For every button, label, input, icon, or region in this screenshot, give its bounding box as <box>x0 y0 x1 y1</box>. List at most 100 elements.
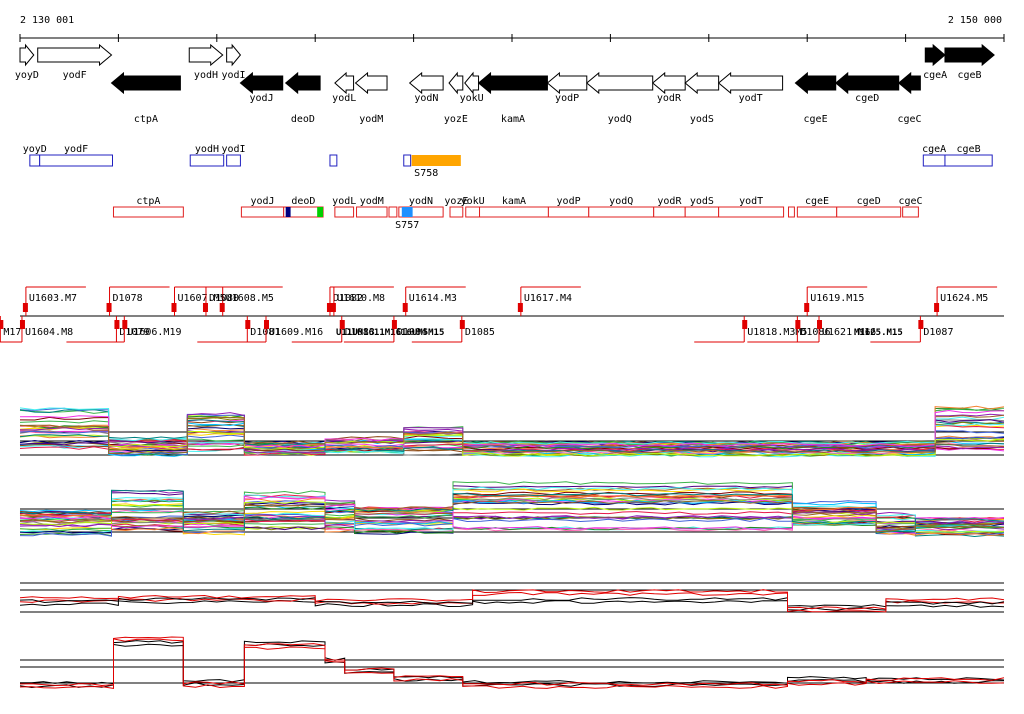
annotation-lower-deoD[interactable] <box>283 206 324 218</box>
segment-marker[interactable] <box>795 320 801 329</box>
gene-yodF-arrow[interactable] <box>37 43 113 67</box>
annotation-lower-yodJ[interactable] <box>240 206 285 218</box>
gene-yodS-arrow[interactable] <box>684 71 720 95</box>
segment-marker[interactable] <box>918 320 924 329</box>
gene-kamA-arrow[interactable] <box>477 71 548 95</box>
segment-marker[interactable] <box>817 320 823 329</box>
segment-marker[interactable] <box>106 303 112 312</box>
annotation-lower-cgeD[interactable] <box>836 206 902 218</box>
gene-yodT-arrow[interactable] <box>717 71 784 95</box>
gene-yodN-arrow[interactable] <box>408 71 444 95</box>
segment-label-D1082[interactable]: D1082 <box>333 293 363 304</box>
gene-cgeB-arrow[interactable] <box>944 43 995 67</box>
gene-cgeA-arrow[interactable] <box>924 43 946 67</box>
segment-label-U1610.M8[interactable]: U1610.M8 <box>337 293 385 304</box>
gene-yokU-arrow[interactable] <box>464 71 480 95</box>
annotation-lower-yodQ[interactable] <box>588 206 655 218</box>
segment-label-D1079[interactable]: D1079 <box>119 327 149 338</box>
gene-yodH-arrow[interactable] <box>188 43 224 67</box>
gene-yodR-arrow[interactable] <box>651 71 686 95</box>
annotation-lower-yodS[interactable] <box>684 206 720 218</box>
annotation-lower-yozE[interactable] <box>449 206 464 218</box>
segment-marker[interactable] <box>171 303 177 312</box>
annotation-upper-unnamed[interactable] <box>403 154 412 167</box>
gene-yodI-arrow[interactable] <box>226 43 242 67</box>
segment-label-U1603.M7[interactable]: U1603.M7 <box>29 293 77 304</box>
gene-yodL-arrow[interactable] <box>334 71 355 95</box>
annotation-lower-unnamed[interactable] <box>388 206 398 218</box>
segment-label-U1608.M5[interactable]: U1608.M5 <box>226 293 274 304</box>
gene-yodP-arrow[interactable] <box>546 71 588 95</box>
segment-marker[interactable] <box>0 320 4 329</box>
segment-marker[interactable] <box>114 320 120 329</box>
segment-marker[interactable] <box>219 303 225 312</box>
annotation-lower-unnamed[interactable] <box>788 206 795 218</box>
gene-cgeD-arrow[interactable] <box>834 71 900 95</box>
annotation-upper-cgeA[interactable] <box>922 154 946 167</box>
gene-yodJ-arrow[interactable] <box>239 71 284 95</box>
segment-label-U1606.M19[interactable]: U1606.M19 <box>127 327 181 338</box>
annotation-lower-ctpA[interactable] <box>112 206 184 218</box>
segment-label-D1085[interactable]: D1085 <box>465 327 495 338</box>
annotation-upper-yodF[interactable] <box>39 154 113 167</box>
segment-label-D1080[interactable]: D1080 <box>209 293 239 304</box>
segment-label-U1607.M5[interactable]: U1607.M5 <box>177 293 225 304</box>
segment-marker[interactable] <box>264 320 269 329</box>
segment-label-U1604.M8[interactable]: U1604.M8 <box>25 327 73 338</box>
annotation-lower-yodR[interactable] <box>653 206 686 218</box>
segment-label-U1617.M4[interactable]: U1617.M4 <box>524 293 572 304</box>
lower-marker[interactable] <box>317 207 324 217</box>
segment-label-U1621.M16[interactable]: U1621.M16 <box>822 327 876 338</box>
annotation-track-upper[interactable]: yoyD yodF yodH yodI cgeA cgeB S758 <box>23 144 993 179</box>
segment-marker[interactable] <box>22 303 28 312</box>
segment-track[interactable]: U11UM1611M1616UM5M15 M1625.M15 U1603.M7 D… <box>0 286 1004 343</box>
annotation-upper-yoyD[interactable] <box>29 154 41 167</box>
annotation-lower-yodP[interactable] <box>547 206 590 218</box>
annotation-lower-cgeC[interactable] <box>902 206 919 218</box>
segment-marker[interactable] <box>804 303 810 312</box>
annotation-lower-cgeE[interactable] <box>796 206 838 218</box>
segment-label-U1624.M5[interactable]: U1624.M5 <box>940 293 988 304</box>
highlight-S758[interactable] <box>411 155 461 166</box>
gene-yozE-arrow[interactable] <box>448 71 464 95</box>
gene-yodQ-arrow[interactable] <box>586 71 654 95</box>
segment-label-D1083[interactable]: D1083 <box>345 327 375 338</box>
annotation-lower-yodN[interactable] <box>398 206 444 218</box>
segment-marker[interactable] <box>339 320 345 329</box>
segment-label-M17[interactable]: M17 <box>3 327 21 338</box>
segment-marker[interactable] <box>326 303 332 312</box>
segment-label-D1087[interactable]: D1087 <box>923 327 953 338</box>
gene-yodM-arrow[interactable] <box>354 71 388 95</box>
gene-cgeC-arrow[interactable] <box>897 71 921 95</box>
segment-label-D1081[interactable]: D1081 <box>250 327 280 338</box>
annotation-upper-yodI[interactable] <box>226 154 241 167</box>
annotation-lower-yodL[interactable] <box>334 206 355 218</box>
segment-label-D1084[interactable]: D1084 <box>397 327 427 338</box>
segment-label-U1818.M3M5[interactable]: U1818.M3M5 <box>747 327 807 338</box>
lower-marker-S757[interactable] <box>401 207 413 217</box>
segment-label-D1078[interactable]: D1078 <box>113 293 143 304</box>
annotation-lower-kamA[interactable] <box>479 206 549 218</box>
segment-marker[interactable] <box>19 320 25 329</box>
annotation-upper-yodH[interactable] <box>189 154 225 167</box>
gene-ctpA-arrow[interactable] <box>110 71 181 95</box>
segment-label-D1086[interactable]: D1086 <box>800 327 830 338</box>
segment-marker[interactable] <box>245 320 251 329</box>
segment-marker[interactable] <box>330 303 336 312</box>
annotation-upper-unnamed[interactable] <box>329 154 338 167</box>
annotation-lower-yodT[interactable] <box>718 206 785 218</box>
segment-marker[interactable] <box>202 303 208 312</box>
segment-marker[interactable] <box>517 303 523 312</box>
segment-label-U1609.M16[interactable]: U1609.M16 <box>269 327 323 338</box>
annotation-lower-yokU[interactable] <box>465 206 481 218</box>
segment-marker[interactable] <box>934 303 940 312</box>
annotation-upper-cgeB[interactable] <box>944 154 993 167</box>
gene-deoD-arrow[interactable] <box>284 71 321 95</box>
segment-marker[interactable] <box>459 320 465 329</box>
segment-marker[interactable] <box>402 303 408 312</box>
segment-label-U1619.M15[interactable]: U1619.M15 <box>810 293 864 304</box>
segment-marker[interactable] <box>742 320 748 329</box>
gene-cgeE-arrow[interactable] <box>794 71 837 95</box>
